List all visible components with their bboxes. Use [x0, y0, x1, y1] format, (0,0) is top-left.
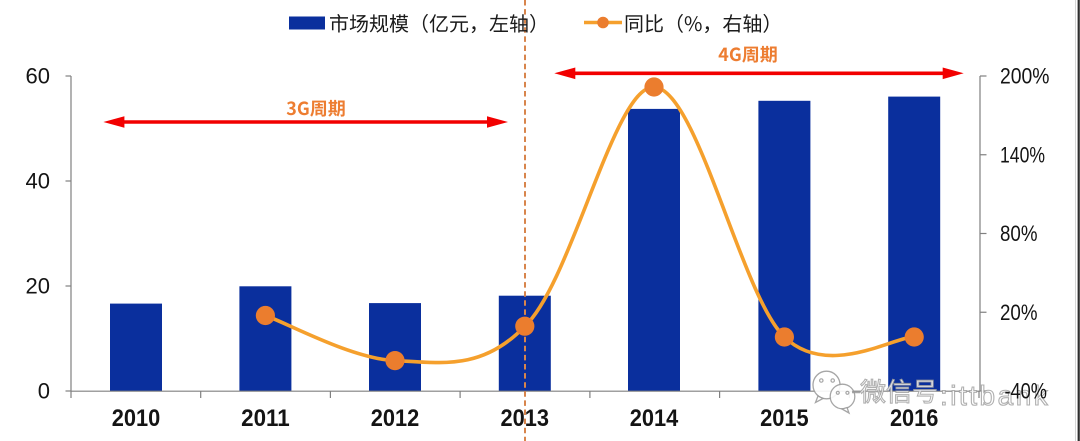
svg-text:200%: 200%: [1000, 64, 1050, 89]
svg-text::ittbank: :ittbank: [940, 380, 1050, 411]
svg-text:20: 20: [26, 274, 50, 299]
svg-text:80%: 80%: [1000, 221, 1038, 246]
svg-text:60: 60: [26, 64, 50, 89]
svg-text:0: 0: [38, 379, 50, 404]
svg-text:2011: 2011: [241, 405, 290, 432]
svg-text:20%: 20%: [1000, 300, 1038, 325]
svg-text:40: 40: [26, 169, 50, 194]
svg-text:2012: 2012: [371, 405, 420, 432]
svg-text:2016: 2016: [890, 405, 939, 432]
svg-text:-40%: -40%: [1005, 379, 1048, 404]
svg-text:2010: 2010: [112, 405, 161, 432]
svg-text:2015: 2015: [760, 405, 809, 432]
svg-text:2014: 2014: [630, 405, 679, 432]
svg-text:140%: 140%: [1000, 142, 1045, 167]
